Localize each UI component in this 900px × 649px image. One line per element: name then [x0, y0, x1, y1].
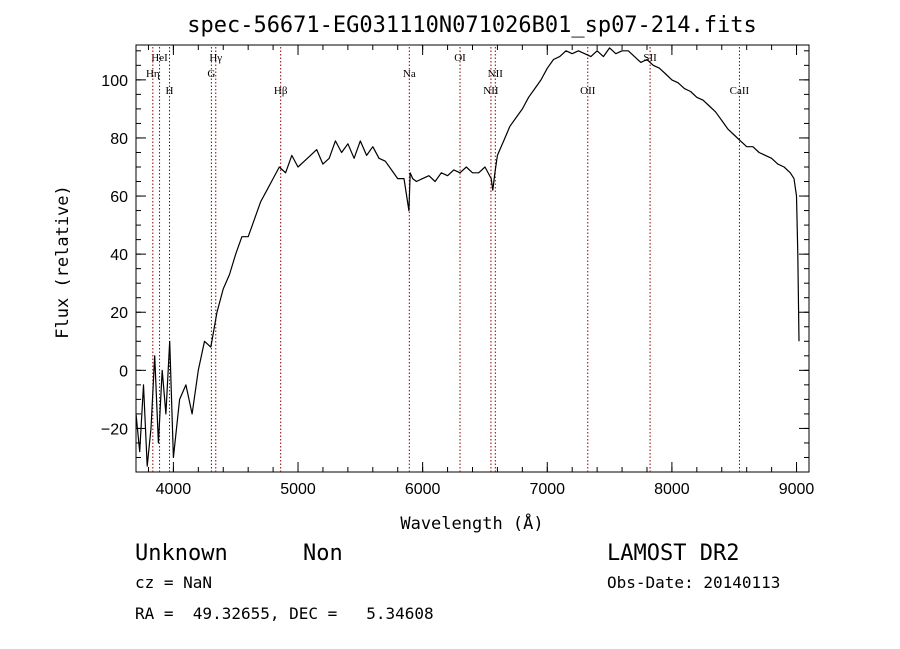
line-marker-label: H: [166, 85, 174, 97]
y-tick-label: 100: [101, 73, 128, 90]
radec-label: RA = 49.32655, DEC = 5.34608: [135, 604, 434, 623]
x-tick-label: 5000: [280, 481, 316, 498]
line-marker-label: Hη: [146, 68, 160, 80]
y-tick-label: 20: [110, 305, 128, 322]
y-tick-label: 80: [110, 131, 128, 148]
y-tick-label: 40: [110, 247, 128, 264]
line-marker-label: HeI: [151, 52, 168, 64]
line-marker-label: NII: [488, 68, 504, 80]
survey-label: LAMOST DR2: [607, 541, 739, 566]
spectrum-line: [135, 47, 800, 467]
line-marker-label: G: [207, 68, 215, 80]
x-tick-label: 4000: [156, 481, 192, 498]
line-marker-label: Hγ: [209, 52, 222, 64]
x-tick-label: 6000: [405, 481, 441, 498]
x-tick-label: 7000: [529, 481, 565, 498]
line-marker-label: CaII: [730, 85, 750, 97]
x-tick-label: 9000: [779, 481, 815, 498]
line-marker-label: Hβ: [274, 85, 288, 97]
line-marker-label: Na: [403, 68, 416, 80]
line-marker-label: SII: [643, 52, 657, 64]
y-axis-label: Flux (relative): [53, 185, 73, 339]
obs-date-label: Obs-Date: 20140113: [607, 573, 780, 592]
y-tick-label: −20: [101, 421, 128, 438]
line-marker-label: OI: [454, 52, 466, 64]
class-label: Unknown: [135, 541, 228, 566]
chart-title: spec-56671-EG031110N071026B01_sp07-214.f…: [187, 13, 757, 38]
y-tick-label: 0: [119, 363, 128, 380]
plot-frame: [135, 44, 810, 473]
plot-area: 4000 5000 6000 7000 8000 9000 −20 0 20 40 60 80 100 H…: [101, 44, 815, 498]
y-tick-label: 60: [110, 189, 128, 206]
cz-label: cz = NaN: [135, 573, 212, 592]
subclass-label: Non: [303, 541, 343, 566]
x-tick-label: 8000: [654, 481, 690, 498]
line-marker-label: OII: [580, 85, 596, 97]
x-axis-label: Wavelength (Å): [400, 512, 543, 534]
line-marker-label: NII: [483, 85, 499, 97]
